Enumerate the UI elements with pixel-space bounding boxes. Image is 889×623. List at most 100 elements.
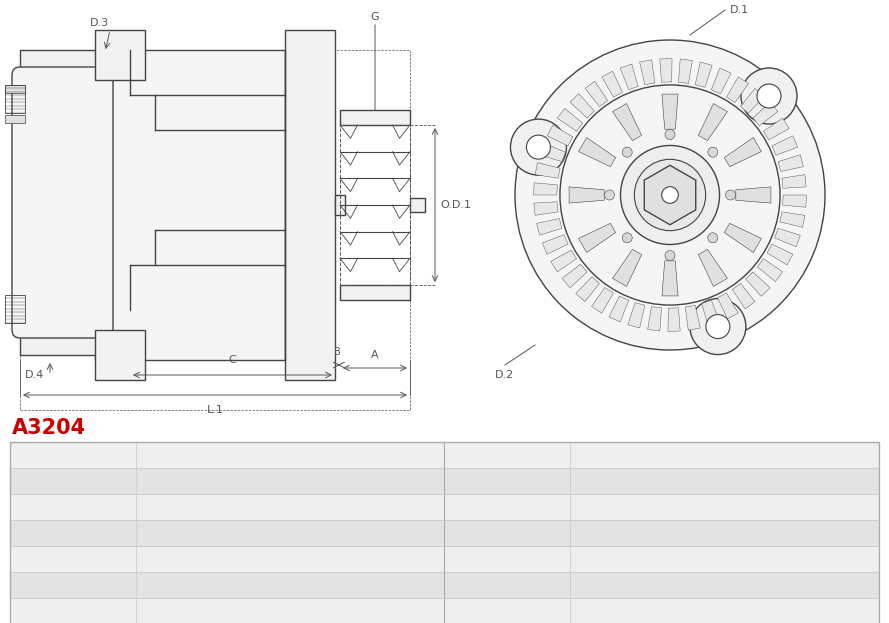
Polygon shape [753, 102, 778, 126]
Polygon shape [733, 283, 755, 309]
Bar [136, 494, 444, 520]
Bar [444, 546, 570, 572]
Polygon shape [699, 249, 727, 287]
Text: Size B: Size B [96, 528, 130, 538]
Bar [570, 494, 879, 520]
Bar [5, 115, 25, 123]
Bar [10, 520, 136, 546]
Polygon shape [736, 187, 771, 203]
Bar [444, 442, 570, 468]
Polygon shape [701, 300, 720, 326]
Bar [444, 572, 570, 598]
Circle shape [665, 130, 675, 140]
Circle shape [605, 190, 614, 200]
Text: 6 qty.: 6 qty. [407, 580, 438, 590]
Text: G: G [371, 12, 380, 22]
Polygon shape [648, 307, 661, 331]
Text: Plug: Plug [540, 606, 564, 616]
Bar [444, 520, 570, 546]
Text: L.1: L.1 [547, 580, 564, 590]
Polygon shape [767, 244, 793, 265]
Bar [20, 320, 105, 355]
Polygon shape [533, 202, 558, 216]
Circle shape [510, 119, 566, 175]
Bar [136, 572, 444, 598]
Text: L.1: L.1 [206, 405, 223, 415]
Polygon shape [591, 288, 613, 313]
Text: D.4: D.4 [25, 370, 44, 380]
Polygon shape [602, 71, 622, 97]
Circle shape [560, 85, 780, 305]
Text: B: B [334, 347, 340, 357]
Bar [95, 50, 285, 360]
Polygon shape [726, 77, 749, 102]
Bar [136, 468, 444, 494]
Polygon shape [695, 62, 712, 87]
Polygon shape [540, 143, 565, 161]
Bar [10, 572, 136, 598]
Bar [136, 520, 444, 546]
Text: A: A [372, 350, 379, 360]
Bar [136, 598, 444, 623]
Polygon shape [576, 277, 599, 302]
Polygon shape [613, 249, 642, 287]
Text: PL_2300: PL_2300 [826, 606, 873, 616]
Text: 30.00 mm: 30.00 mm [381, 502, 438, 512]
Bar [570, 520, 879, 546]
FancyBboxPatch shape [12, 67, 113, 338]
Text: D.1: D.1 [730, 5, 749, 15]
Polygon shape [662, 94, 678, 129]
Text: C: C [228, 355, 236, 365]
Text: D.3: D.3 [545, 528, 564, 538]
Text: D.2: D.2 [495, 370, 514, 380]
Text: O.D.1: O.D.1 [440, 200, 471, 210]
Text: Size C: Size C [96, 554, 130, 564]
Bar [10, 494, 136, 520]
Polygon shape [585, 81, 608, 107]
Polygon shape [782, 195, 806, 207]
Polygon shape [609, 296, 629, 322]
Polygon shape [569, 187, 605, 203]
Text: 110 A: 110 A [406, 476, 438, 486]
Bar [444, 494, 570, 520]
Circle shape [661, 187, 678, 203]
Circle shape [690, 298, 746, 354]
Text: Size A: Size A [96, 502, 130, 512]
Bar [570, 572, 879, 598]
Polygon shape [660, 59, 672, 82]
Text: M8x1.25 mm: M8x1.25 mm [799, 554, 873, 564]
Circle shape [621, 146, 719, 244]
Polygon shape [678, 59, 693, 83]
Bar [136, 546, 444, 572]
Polygon shape [764, 118, 789, 140]
Polygon shape [782, 174, 806, 188]
Polygon shape [628, 303, 645, 328]
Bar [136, 442, 444, 468]
Text: M8x1.25 mm: M8x1.25 mm [799, 528, 873, 538]
Bar [444, 598, 570, 623]
Bar [570, 546, 879, 572]
Text: AP: AP [859, 450, 873, 460]
Bar [285, 30, 335, 380]
Circle shape [725, 190, 735, 200]
Polygon shape [570, 93, 594, 118]
Text: Pulley: Pulley [531, 450, 564, 460]
Text: Amp.: Amp. [100, 476, 130, 486]
Polygon shape [542, 235, 568, 254]
Text: D.3: D.3 [90, 18, 109, 28]
Polygon shape [557, 108, 582, 131]
Bar [10, 468, 136, 494]
Circle shape [757, 84, 781, 108]
Bar [5, 295, 25, 323]
Polygon shape [645, 165, 696, 225]
Bar [20, 50, 105, 85]
Text: 49.50 mm: 49.50 mm [380, 606, 438, 616]
Polygon shape [725, 138, 762, 167]
Polygon shape [685, 305, 701, 330]
Bar [570, 468, 879, 494]
Polygon shape [778, 155, 804, 171]
Polygon shape [772, 136, 797, 155]
Bar [570, 598, 879, 623]
Polygon shape [537, 219, 562, 235]
Polygon shape [547, 125, 573, 146]
